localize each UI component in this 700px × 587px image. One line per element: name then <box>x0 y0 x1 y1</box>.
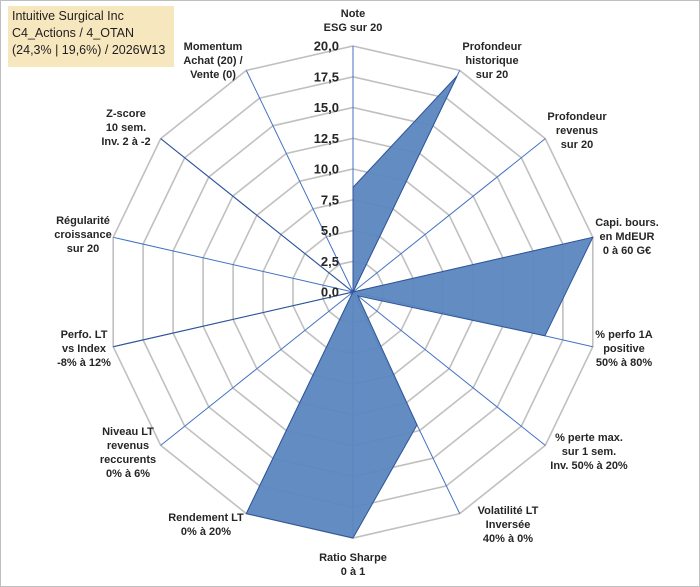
radar-spoke <box>352 138 546 293</box>
title-category: C4_Actions / 4_OTAN <box>12 26 135 40</box>
radar-spoke <box>245 70 354 293</box>
axis-label: Volatilité LT Inversée 40% à 0% <box>478 505 539 545</box>
axis-label: Profondeur historique sur 20 <box>462 41 522 81</box>
axis-label: % perfo 1A positive 50% à 80% <box>595 329 653 369</box>
axis-label: Momentum Achat (20) / Vente (0) <box>183 41 242 81</box>
radar-spoke <box>113 236 354 293</box>
title-stats: (24,3% | 19,6%) / 2026W13 <box>12 43 166 57</box>
axis-label: Régularité croissance sur 20 <box>54 215 111 255</box>
tick-label: 2,5 <box>321 254 339 269</box>
tick-label: 17,5 <box>314 69 339 84</box>
label-layer: Note ESG sur 20 Profondeur historique sur 20… <box>54 8 659 578</box>
tick-label: 0,0 <box>321 285 339 300</box>
title-box: Intuitive Surgical Inc C4_Actions / 4_OT… <box>8 6 174 67</box>
axis-label: Perfo. LT vs Index -8% à 12% <box>57 329 111 369</box>
axis-label: Profondeur revenus sur 20 <box>547 111 607 151</box>
axis-label: Ratio Sharpe 0 à 1 <box>319 552 387 578</box>
tick-label: 20,0 <box>314 39 339 54</box>
tick-label: 7,5 <box>321 192 339 207</box>
tick-label: 5,0 <box>321 223 339 238</box>
tick-label: 10,0 <box>314 162 339 177</box>
radar-spoke <box>352 291 546 446</box>
axis-label: Capi. bours. en MdEUR 0 à 60 G€ <box>595 217 659 257</box>
tick-label: 15,0 <box>314 100 339 115</box>
axis-label: Niveau LT revenus reccurents 0% à 6% <box>100 426 156 480</box>
radar-spoke <box>160 291 354 446</box>
axis-label: Rendement LT 0% à 20% <box>168 512 244 538</box>
axis-label: Note ESG sur 20 <box>324 8 383 34</box>
tick-label: 12,5 <box>314 131 339 146</box>
axis-label: % perte max. sur 1 sem. Inv. 50% à 20% <box>550 432 628 472</box>
title-company: Intuitive Surgical Inc <box>12 9 124 23</box>
series-layer <box>113 75 594 539</box>
axis-label: Z-score 10 sem. Inv. 2 à -2 <box>101 108 150 148</box>
tick-layer: 0,0 2,5 5,0 7,5 10,0 12,5 15,0 17,5 20,0 <box>314 39 339 300</box>
series-polygon <box>113 75 594 539</box>
